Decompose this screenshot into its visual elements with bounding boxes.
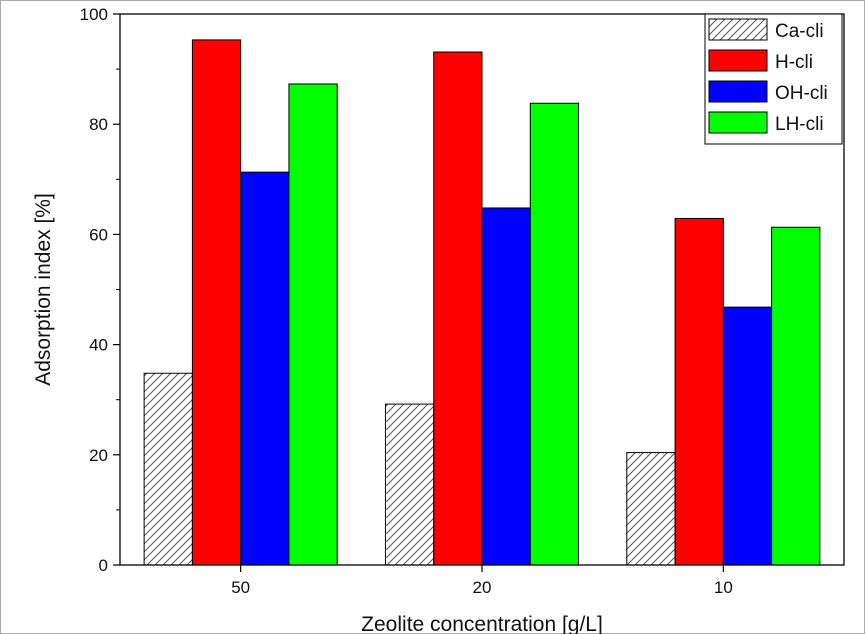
bar-ca-cli-20 xyxy=(384,403,435,566)
bar-ca-cli-50 xyxy=(143,372,193,566)
legend-swatch-lh-cli xyxy=(708,111,768,134)
y-tick-label: 20 xyxy=(89,446,108,465)
bar-oh-cli-50 xyxy=(240,171,290,566)
bar-oh-cli-20 xyxy=(481,207,531,566)
legend-swatch-h-cli xyxy=(708,49,768,72)
bars-layer xyxy=(143,39,821,566)
y-tick-label: 60 xyxy=(89,225,108,244)
bar-h-cli-10 xyxy=(674,217,724,566)
x-tick-label: 10 xyxy=(714,578,733,597)
legend: Ca-cli H-cli OH-cli LH-cli xyxy=(704,13,843,145)
bar-h-cli-50 xyxy=(191,39,242,566)
bar-lh-cli-10 xyxy=(771,226,821,566)
bar-lh-cli-50 xyxy=(288,83,338,566)
bar-lh-cli-20 xyxy=(529,102,580,566)
y-tick-label: 100 xyxy=(80,5,108,24)
legend-label-lh-cli: LH-cli xyxy=(775,114,824,135)
y-axis-title: Adsorption index [%] xyxy=(32,193,55,386)
x-tick-label: 20 xyxy=(473,578,492,597)
bar-ca-cli-10 xyxy=(626,452,676,566)
y-tick-label: 0 xyxy=(99,556,108,575)
legend-swatch-oh-cli xyxy=(708,80,768,103)
y-tick-label: 80 xyxy=(89,115,108,134)
legend-swatch-ca-cli xyxy=(708,18,768,41)
bar-h-cli-20 xyxy=(433,51,483,566)
y-tick-label: 40 xyxy=(89,336,108,355)
legend-label-h-cli: H-cli xyxy=(775,52,813,73)
legend-label-ca-cli: Ca-cli xyxy=(775,21,824,42)
x-tick-label: 50 xyxy=(231,578,250,597)
x-axis-title: Zeolite concentration [g/L] xyxy=(361,613,603,634)
legend-label-oh-cli: OH-cli xyxy=(775,83,828,104)
bar-oh-cli-10 xyxy=(722,306,773,566)
